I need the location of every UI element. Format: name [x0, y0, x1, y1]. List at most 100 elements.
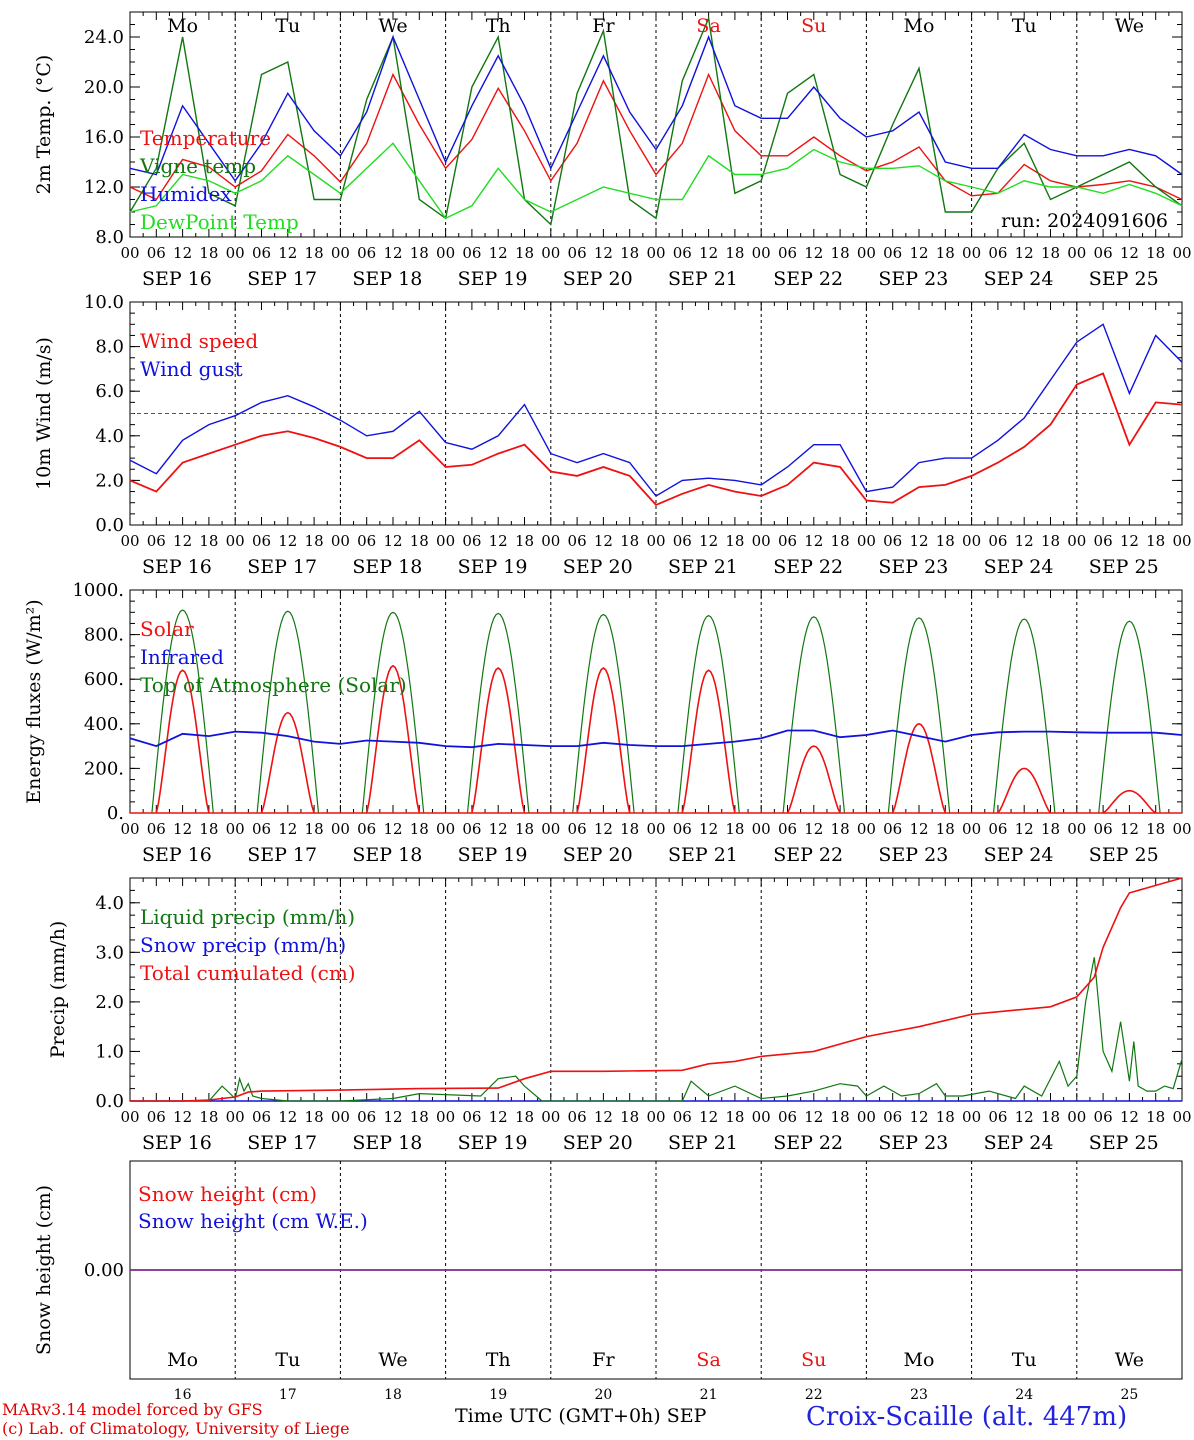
legend-snow-height-cm: Snow height (cm)	[138, 1182, 317, 1206]
hour-tick-label: 00	[1067, 532, 1086, 550]
day-name: Tu	[1012, 15, 1037, 37]
date-label: SEP 24	[984, 844, 1054, 866]
hour-tick-label: 00	[541, 820, 560, 838]
hour-tick-label: 06	[568, 532, 587, 550]
hour-tick-label: 00	[646, 820, 665, 838]
legend-vigne-temp: Vigne temp	[139, 154, 256, 178]
hour-tick-label: 06	[462, 820, 481, 838]
hour-tick-label: 06	[778, 532, 797, 550]
hour-tick-label: 12	[594, 532, 613, 550]
series-solar-day-6	[681, 669, 736, 814]
day-name: Tu	[275, 15, 300, 37]
series-infrared	[129, 729, 1183, 749]
hour-tick-label: 12	[1120, 820, 1139, 838]
hour-tick-label: 06	[1094, 532, 1113, 550]
day-name: We	[1115, 15, 1144, 37]
date-label: SEP 19	[458, 556, 528, 578]
hour-tick-label: 06	[673, 244, 692, 262]
hour-tick-label: 00	[436, 244, 455, 262]
hour-tick-label: 00	[541, 532, 560, 550]
hour-tick-label: 00	[857, 1108, 876, 1126]
date-label: SEP 25	[1089, 268, 1159, 290]
date-label: SEP 25	[1089, 1132, 1159, 1154]
hour-tick-label: 00	[857, 820, 876, 838]
hour-tick-label: 12	[383, 532, 402, 550]
hour-tick-label: 18	[515, 532, 534, 550]
hour-tick-label: 18	[725, 532, 744, 550]
y-tick-label: 4.0	[95, 893, 124, 914]
hour-tick-label: 12	[804, 820, 823, 838]
date-label: SEP 18	[352, 844, 422, 866]
day-name: Mo	[167, 15, 198, 37]
legend-total-cumulated: Total cumulated (cm)	[140, 961, 356, 985]
y-axis-label: Precip (mm/h)	[47, 921, 69, 1059]
y-tick-label: 800.	[84, 625, 124, 646]
hour-tick-label: 00	[226, 1108, 245, 1126]
hour-tick-label: 00	[1172, 244, 1191, 262]
panel-3: 0. 200. 400. 600. 800. 1000. Energy fluxes (W/…	[23, 580, 1192, 866]
series-toa-solar-day-10	[1098, 620, 1161, 814]
hour-tick-label: 00	[752, 820, 771, 838]
hour-tick-label: 12	[278, 1108, 297, 1126]
day-number: 16	[174, 1387, 192, 1403]
panel-1: 8.0 12.0 16.0 20.0 24.0 2m Temp. (°C) Mo Tu We Th…	[33, 11, 1192, 290]
y-axis-label: Snow height (cm)	[33, 1185, 55, 1355]
y-tick-label: 3.0	[95, 942, 124, 963]
series-solar-day-2	[260, 711, 315, 814]
y-tick-label: 2.0	[95, 470, 124, 491]
hour-tick-label: 18	[1146, 1108, 1165, 1126]
date-label: SEP 19	[458, 844, 528, 866]
hour-tick-label: 12	[1120, 1108, 1139, 1126]
hour-tick-label: 00	[962, 532, 981, 550]
legend-infrared: Infrared	[140, 645, 224, 669]
hour-tick-label: 06	[883, 820, 902, 838]
series-solar-day-1	[155, 669, 210, 814]
date-label: SEP 24	[984, 268, 1054, 290]
day-name: We	[378, 1349, 407, 1371]
hour-tick-label: 00	[1172, 532, 1191, 550]
date-label: SEP 16	[142, 556, 212, 578]
hour-tick-label: 12	[909, 820, 928, 838]
day-name: Th	[486, 15, 511, 37]
hour-tick-label: 18	[199, 532, 218, 550]
date-label: SEP 24	[984, 556, 1054, 578]
hour-tick-label: 00	[120, 1108, 139, 1126]
y-tick-label: 600.	[84, 669, 124, 690]
day-name: Sa	[696, 15, 720, 37]
panel-frame	[129, 589, 1183, 814]
series-solar-day-7	[786, 745, 841, 814]
hour-tick-label: 18	[515, 820, 534, 838]
hour-tick-label: 06	[147, 820, 166, 838]
legend-solar: Solar	[140, 617, 194, 641]
hour-tick-label: 00	[752, 244, 771, 262]
hour-tick-label: 06	[357, 244, 376, 262]
hour-tick-label: 06	[883, 532, 902, 550]
series-solar-day-3	[365, 664, 421, 814]
hour-tick-label: 18	[305, 244, 324, 262]
hour-tick-label: 12	[173, 1108, 192, 1126]
day-name: We	[1115, 1349, 1144, 1371]
hour-tick-label: 06	[568, 1108, 587, 1126]
date-label: SEP 20	[563, 268, 633, 290]
hour-tick-label: 00	[331, 244, 350, 262]
y-tick-label: 24.0	[84, 27, 124, 48]
date-label: SEP 16	[142, 844, 212, 866]
hour-tick-label: 06	[1094, 820, 1113, 838]
hour-tick-label: 06	[778, 244, 797, 262]
y-tick-label: 10.0	[84, 292, 124, 313]
day-name: Su	[801, 15, 826, 37]
date-label: SEP 24	[984, 1132, 1054, 1154]
series-solar-day-10	[1102, 789, 1157, 814]
day-number: 22	[805, 1387, 823, 1403]
hour-tick-label: 06	[357, 532, 376, 550]
time-axis-label: Time UTC (GMT+0h) SEP	[455, 1405, 707, 1427]
date-label: SEP 22	[773, 268, 843, 290]
hour-tick-label: 18	[515, 244, 534, 262]
y-tick-label: 0.	[107, 803, 124, 824]
date-label: SEP 23	[878, 1132, 948, 1154]
station-name: Croix-Scaille (alt. 447m)	[806, 1402, 1128, 1432]
hour-tick-label: 12	[804, 1108, 823, 1126]
hour-tick-label: 06	[357, 1108, 376, 1126]
y-axis-label: Energy fluxes (W/m²)	[23, 599, 45, 803]
